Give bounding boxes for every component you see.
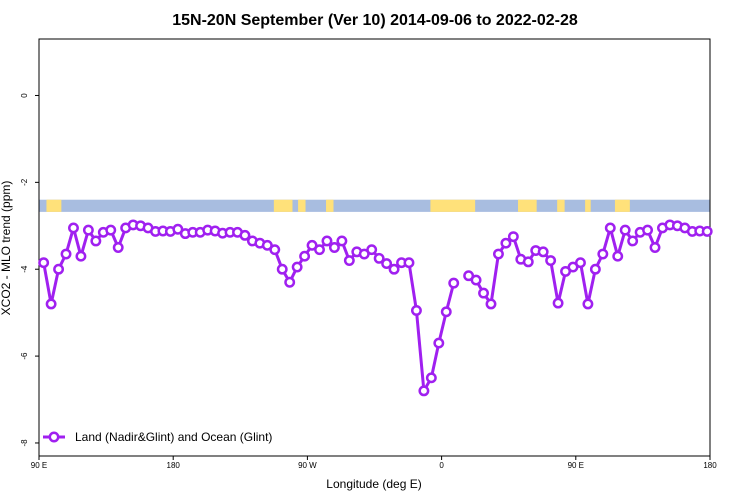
data-point xyxy=(373,252,385,264)
data-point xyxy=(410,305,422,316)
legend-label: Land (Nadir&Glint) and Ocean (Glint) xyxy=(75,430,272,444)
data-point xyxy=(619,224,631,236)
data-point xyxy=(388,263,400,275)
data-point xyxy=(68,222,79,234)
x-axis-label: Longitude (deg E) xyxy=(326,477,421,491)
land-segment xyxy=(46,199,62,212)
x-tick-label: 90 W xyxy=(298,461,317,470)
data-point xyxy=(478,287,489,299)
data-point xyxy=(90,235,102,247)
data-point xyxy=(112,242,124,253)
land-segment xyxy=(298,199,306,212)
legend: Land (Nadir&Glint) and Ocean (Glint) xyxy=(43,430,272,444)
land-segment xyxy=(614,199,630,212)
data-point xyxy=(336,235,348,247)
data-point xyxy=(589,263,601,275)
data-point xyxy=(701,225,713,237)
data-point xyxy=(105,224,117,236)
chart-title: 15N-20N September (Ver 10) 2014-09-06 to… xyxy=(172,12,578,29)
x-tick-label: 90 E xyxy=(568,461,584,470)
data-point xyxy=(314,244,325,256)
y-tick-label: -6 xyxy=(20,352,29,360)
data-point xyxy=(381,258,393,270)
data-point xyxy=(507,231,519,243)
data-point xyxy=(276,263,288,275)
data-point xyxy=(53,263,65,275)
data-point xyxy=(45,298,57,310)
legend-marker-swatch xyxy=(48,431,60,443)
land-segment xyxy=(430,199,476,212)
data-point xyxy=(403,257,415,269)
plot-area-frame xyxy=(38,38,711,457)
data-point xyxy=(485,298,497,310)
data-point xyxy=(284,276,296,288)
land-segment xyxy=(273,199,293,212)
data-point xyxy=(612,250,624,262)
land-segment xyxy=(557,199,565,212)
series-line xyxy=(42,223,456,393)
y-axis-label: XCO2 - MLO trend (ppm) xyxy=(0,181,13,316)
data-point xyxy=(575,257,586,269)
x-tick-label: 90 E xyxy=(31,461,47,470)
x-axis: 90 E 180 90 W 0 90 E 180 xyxy=(31,456,717,470)
data-point xyxy=(522,256,534,268)
data-point xyxy=(60,248,72,260)
land-segment xyxy=(518,199,537,212)
data-point xyxy=(269,244,281,256)
data-point xyxy=(597,248,609,260)
x-tick-label: 0 xyxy=(439,461,444,470)
y-tick-label: 0 xyxy=(20,93,29,98)
data-point xyxy=(433,337,445,349)
data-point xyxy=(492,248,504,260)
data-point xyxy=(642,224,654,236)
data-point xyxy=(552,297,564,309)
data-point xyxy=(500,237,512,249)
data-point xyxy=(418,385,430,397)
data-point xyxy=(440,306,452,318)
y-tick-label: -4 xyxy=(20,265,29,273)
data-point xyxy=(366,244,378,256)
data-point xyxy=(291,261,303,273)
data-point xyxy=(75,250,87,262)
data-point xyxy=(649,242,661,253)
data-point xyxy=(239,229,251,241)
data-point xyxy=(38,257,50,269)
x-tick-label: 180 xyxy=(167,461,181,470)
data-point xyxy=(537,246,549,258)
land-ocean-band xyxy=(39,199,710,212)
y-axis: 0 -2 -4 -6 -8 xyxy=(20,93,39,447)
data-point xyxy=(545,255,557,266)
data-point xyxy=(627,235,639,247)
data-point xyxy=(470,274,482,286)
data-point xyxy=(321,235,333,247)
ocean-band xyxy=(39,199,710,212)
data-point xyxy=(343,255,355,266)
x-tick-label: 180 xyxy=(703,461,717,470)
y-tick-label: -2 xyxy=(20,178,29,186)
land-segment xyxy=(326,199,334,212)
series-line xyxy=(467,223,708,306)
y-tick-label: -8 xyxy=(20,439,29,447)
data-point xyxy=(328,242,340,253)
series-layer xyxy=(38,219,713,397)
data-point xyxy=(425,372,437,384)
land-segment xyxy=(585,199,591,212)
data-point xyxy=(299,250,311,262)
data-point xyxy=(604,222,616,234)
data-point xyxy=(582,298,594,310)
data-point xyxy=(448,277,460,289)
data-point xyxy=(82,224,94,236)
